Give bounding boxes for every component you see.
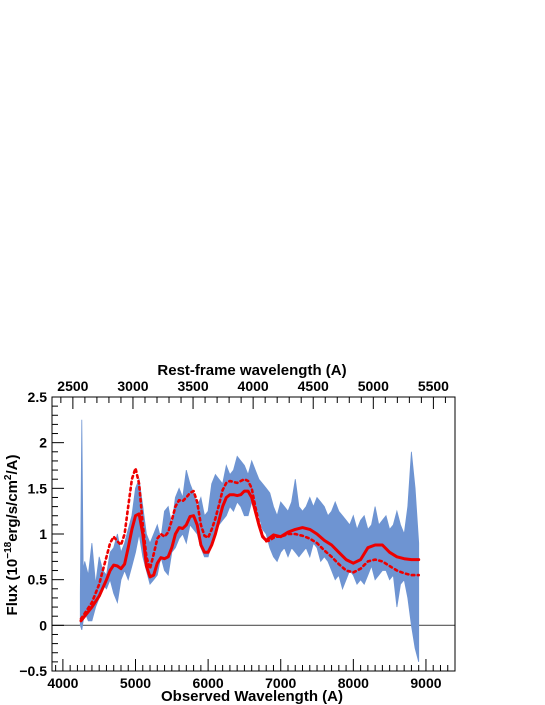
x2-tick-label: 5500: [418, 378, 449, 394]
y-axis-title: Flux (10−18erg/s/cm2/A): [3, 455, 21, 616]
x2-tick-label: 4000: [238, 378, 269, 394]
x-tick-label: 5000: [120, 675, 151, 691]
x-tick-label: 4000: [47, 675, 78, 691]
x-tick-label: 9000: [410, 675, 441, 691]
x2-tick-label: 3500: [177, 378, 208, 394]
y-axis-title-exponent: −18: [3, 541, 14, 558]
y-axis-title-base: Flux (10: [4, 559, 21, 616]
y-tick-label: 0.5: [28, 572, 48, 588]
y-axis-title-middle: erg/s/cm: [4, 480, 21, 542]
y-tick-label: −0.5: [19, 663, 47, 679]
y-tick-label: 2.5: [28, 389, 48, 405]
y-axis-title-exponent-2: 2: [3, 474, 14, 480]
x2-tick-label: 5000: [358, 378, 389, 394]
x2-tick-label: 4500: [298, 378, 329, 394]
x2-tick-label: 2500: [57, 378, 88, 394]
y-tick-label: 2: [39, 435, 47, 451]
x2-axis-title: Rest-frame wavelength (A): [157, 362, 346, 379]
y-axis-title-end: /A): [4, 455, 21, 475]
x-tick-label: 6000: [193, 675, 224, 691]
x-axis-title: Observed Wavelength (A): [161, 688, 343, 705]
model-fit-dotted-line: [79, 466, 420, 621]
model-layer: [79, 466, 421, 623]
x-tick-label: 7000: [265, 675, 296, 691]
axes-layer: 4000 5000 6000 7000 8000 9000 −0.5 0 0.5 1 1.5 2 2.5…: [19, 378, 456, 691]
model-fit-line: [79, 489, 421, 623]
observed-spectrum-band: [79, 419, 420, 663]
x-tick-label: 8000: [338, 675, 369, 691]
x2-tick-label: 3000: [117, 378, 148, 394]
y-tick-label: 1: [39, 526, 47, 542]
y-tick-label: 0: [39, 617, 47, 633]
spectrum-layer: [52, 419, 455, 663]
y-tick-label: 1.5: [28, 480, 48, 496]
